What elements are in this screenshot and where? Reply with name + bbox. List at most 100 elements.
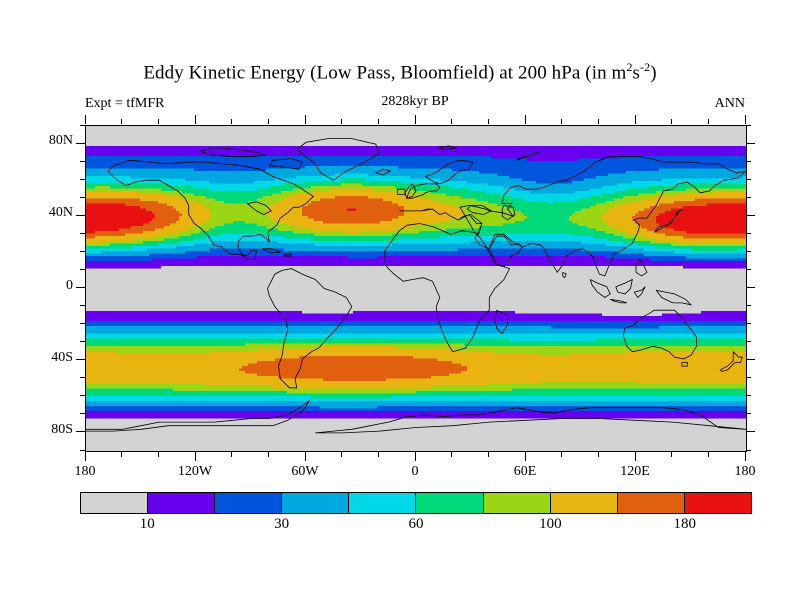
x-tick bbox=[451, 452, 453, 457]
y-tick-inner bbox=[746, 250, 751, 252]
title-end: ) bbox=[650, 62, 657, 84]
y-tick bbox=[80, 268, 85, 270]
y-tick bbox=[80, 196, 85, 198]
colorbar-segment bbox=[549, 493, 617, 513]
colorbar-tick-label: 30 bbox=[274, 516, 290, 532]
y-tick-inner bbox=[746, 287, 755, 288]
y-tick-inner bbox=[746, 232, 751, 234]
x-axis-label: 60W bbox=[291, 464, 319, 479]
x-axis-label: 0 bbox=[411, 464, 419, 479]
x-tick bbox=[414, 452, 416, 461]
x-tick-top bbox=[157, 119, 159, 124]
x-tick bbox=[304, 452, 306, 461]
x-tick-top bbox=[707, 119, 709, 124]
x-tick-top bbox=[597, 119, 599, 124]
y-tick bbox=[80, 341, 85, 343]
y-tick bbox=[76, 431, 85, 433]
x-tick-top bbox=[121, 119, 123, 124]
y-tick-inner bbox=[746, 160, 751, 162]
x-tick-top bbox=[487, 119, 489, 124]
y-tick-inner bbox=[746, 142, 755, 144]
y-tick bbox=[80, 305, 85, 307]
x-tick-top bbox=[524, 115, 526, 124]
y-tick-inner bbox=[746, 377, 751, 379]
season-label: ANN bbox=[714, 96, 745, 111]
y-tick bbox=[80, 178, 85, 180]
y-tick-inner bbox=[746, 431, 755, 433]
y-tick bbox=[80, 395, 85, 397]
map-plot-area bbox=[85, 125, 747, 452]
colorbar-tick-label: 100 bbox=[539, 516, 562, 532]
x-tick bbox=[341, 452, 343, 457]
y-axis-label: 40N bbox=[48, 205, 73, 221]
colorbar-segment bbox=[616, 493, 684, 513]
page-title: Eddy Kinetic Energy (Low Pass, Bloomfiel… bbox=[0, 60, 800, 84]
colorbar-segment bbox=[214, 493, 282, 513]
colorbar-segment bbox=[81, 493, 148, 513]
x-tick bbox=[121, 452, 123, 457]
annotation-row: Expt = tfMFR 2828kyr BP ANN bbox=[85, 94, 745, 116]
experiment-label: Expt = tfMFR bbox=[85, 96, 165, 111]
x-tick bbox=[377, 452, 379, 457]
y-tick-inner bbox=[746, 449, 751, 451]
eke-contour-map bbox=[86, 126, 746, 451]
x-tick-top bbox=[561, 119, 563, 124]
x-tick bbox=[671, 452, 673, 457]
x-tick bbox=[524, 452, 526, 461]
x-tick bbox=[231, 452, 233, 457]
x-tick-top bbox=[231, 119, 233, 124]
y-tick-inner bbox=[746, 305, 751, 307]
x-tick bbox=[707, 452, 709, 457]
y-tick bbox=[80, 449, 85, 451]
colorbar-segment bbox=[147, 493, 215, 513]
x-tick-top bbox=[341, 119, 343, 124]
x-axis-label: 120E bbox=[620, 464, 650, 479]
title-exponent-minus2: -2 bbox=[640, 60, 651, 74]
colorbar-tick-label: 60 bbox=[408, 516, 424, 532]
period-label: 2828kyr BP bbox=[381, 94, 449, 109]
y-tick bbox=[80, 250, 85, 252]
y-tick-inner bbox=[746, 359, 755, 361]
coastline-layer bbox=[86, 138, 746, 434]
y-tick-inner bbox=[746, 214, 755, 216]
y-tick bbox=[80, 377, 85, 379]
x-tick-top bbox=[634, 115, 636, 124]
y-tick-inner bbox=[746, 395, 751, 397]
y-tick bbox=[80, 413, 85, 415]
y-tick bbox=[80, 323, 85, 325]
x-tick bbox=[561, 452, 563, 457]
y-axis-label: 80S bbox=[51, 421, 73, 437]
x-tick-top bbox=[194, 115, 196, 124]
x-tick-top bbox=[414, 115, 416, 124]
x-axis-label: 120W bbox=[177, 464, 213, 479]
y-tick-inner bbox=[746, 268, 751, 270]
title-exponent-2: 2 bbox=[626, 60, 633, 74]
colorbar-segment bbox=[482, 493, 550, 513]
x-tick bbox=[267, 452, 269, 457]
y-tick bbox=[80, 232, 85, 234]
x-tick-top bbox=[744, 115, 746, 124]
colorbar bbox=[80, 492, 752, 514]
colorbar-segment bbox=[683, 493, 751, 513]
y-tick bbox=[80, 160, 85, 162]
y-tick bbox=[76, 214, 85, 216]
title-mid: s bbox=[632, 62, 641, 84]
y-tick-inner bbox=[746, 196, 751, 198]
y-tick bbox=[76, 359, 85, 361]
x-tick bbox=[194, 452, 196, 461]
x-tick bbox=[84, 452, 86, 461]
x-tick-top bbox=[267, 119, 269, 124]
colorbar-tick-label: 180 bbox=[673, 516, 697, 532]
x-tick bbox=[157, 452, 159, 457]
y-axis-label: 0 bbox=[66, 277, 73, 293]
x-tick-top bbox=[84, 115, 86, 124]
y-axis-label: 40S bbox=[51, 349, 73, 365]
y-tick-inner bbox=[746, 413, 751, 415]
y-tick bbox=[76, 142, 85, 144]
x-tick-top bbox=[451, 119, 453, 124]
x-tick bbox=[487, 452, 489, 457]
y-axis-label: 80N bbox=[48, 133, 73, 149]
x-axis-label: 180 bbox=[734, 464, 756, 479]
x-tick-top bbox=[377, 119, 379, 124]
x-tick bbox=[597, 452, 599, 457]
